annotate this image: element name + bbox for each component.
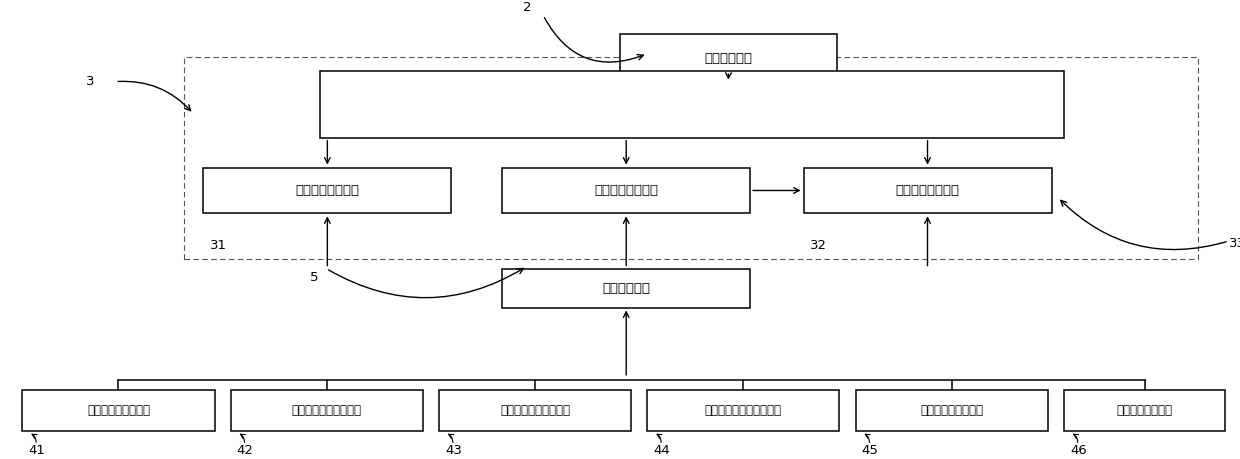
Bar <box>502 269 750 308</box>
Text: 46: 46 <box>1070 444 1087 457</box>
Bar <box>203 168 451 213</box>
Text: 43: 43 <box>445 444 463 457</box>
Bar <box>856 390 1048 431</box>
Bar <box>1064 390 1225 431</box>
Bar <box>439 390 631 431</box>
Text: 主循环泵功率采集模块: 主循环泵功率采集模块 <box>291 404 362 417</box>
Bar <box>184 57 1198 259</box>
Text: 42: 42 <box>237 444 254 457</box>
Text: 44: 44 <box>653 444 671 457</box>
Text: 预先评估处理模块: 预先评估处理模块 <box>295 184 360 197</box>
Bar <box>620 34 837 83</box>
Bar <box>22 390 215 431</box>
Text: 31: 31 <box>210 239 227 252</box>
Text: 运行环境采集模块: 运行环境采集模块 <box>1116 404 1173 417</box>
Text: 第一评估处理模块: 第一评估处理模块 <box>594 184 658 197</box>
Text: 第二评估处理模块: 第二评估处理模块 <box>895 184 960 197</box>
Bar <box>231 390 423 431</box>
Text: 数据采集接口: 数据采集接口 <box>603 281 650 295</box>
Text: 外冷水系统采集模块: 外冷水系统采集模块 <box>920 404 983 417</box>
Text: 2: 2 <box>523 1 531 14</box>
Text: 41: 41 <box>29 444 46 457</box>
Text: 内冷水系统采集模块: 内冷水系统采集模块 <box>87 404 150 417</box>
Bar <box>320 71 1064 138</box>
Text: 5: 5 <box>310 271 317 284</box>
Text: 33: 33 <box>1229 237 1240 250</box>
Text: 32: 32 <box>810 239 827 252</box>
Text: 膨胀水箱水位采集模块: 膨胀水箱水位采集模块 <box>500 404 570 417</box>
Bar <box>502 168 750 213</box>
Bar <box>804 168 1052 213</box>
Text: 冷却塔风机功率采集模块: 冷却塔风机功率采集模块 <box>704 404 782 417</box>
Text: 人机交互装置: 人机交互装置 <box>704 52 753 65</box>
Text: 45: 45 <box>862 444 879 457</box>
Bar <box>647 390 839 431</box>
Text: 3: 3 <box>87 75 94 88</box>
